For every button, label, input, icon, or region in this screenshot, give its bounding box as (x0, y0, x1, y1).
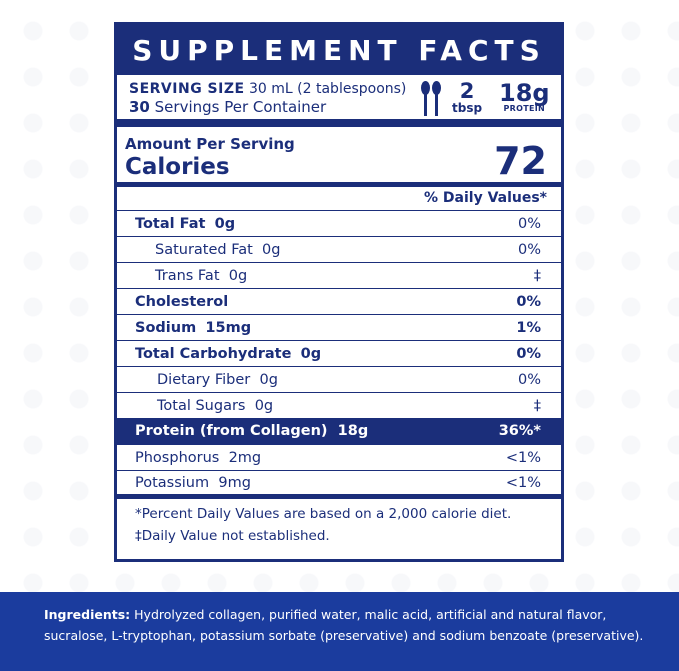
nutrient-amount: 18g (337, 423, 369, 439)
nutrient-name: Sodium (135, 319, 197, 336)
calories-label: Calories (125, 154, 230, 180)
protein-badge: 18g PROTEIN (499, 81, 550, 113)
nutrient-amount: 9mg (218, 474, 251, 491)
nutrient-row-total-fat: Total Fat 0g 0% (117, 211, 561, 237)
nutrient-amount: 0g (262, 241, 281, 258)
spoon-icon (421, 81, 441, 116)
footnotes: *Percent Daily Values are based on a 2,0… (117, 499, 561, 547)
nutrient-row-trans-fat: Trans Fat 0g ‡ (117, 263, 561, 289)
calories-value: 72 (494, 139, 547, 183)
nutrient-amount: 2mg (228, 449, 262, 466)
nutrient-name: Cholesterol (135, 293, 229, 310)
nutrient-name: Total Fat (135, 215, 206, 232)
nutrient-name: Dietary Fiber (157, 371, 251, 388)
nutrient-row-saturated-fat: Saturated Fat 0g 0% (117, 237, 561, 263)
nutrient-dv: 0% (517, 241, 541, 258)
nutrient-name: Total Sugars (157, 397, 246, 414)
ingredients-label: Ingredients: (44, 607, 131, 622)
nutrient-name: Potassium (135, 474, 210, 491)
nutrient-dv: 0% (517, 215, 541, 232)
nutrient-dv: ‡ (533, 397, 541, 414)
nutrient-row-potassium: Potassium 9mg <1% (117, 471, 561, 499)
nutrient-name: Saturated Fat (155, 241, 253, 258)
ingredients-text: Hydrolyzed collagen, purified water, mal… (44, 607, 644, 643)
nutrient-dv: <1% (505, 449, 541, 466)
serving-info: SERVING SIZE 30 mL (2 tablespoons) 30 Se… (117, 75, 561, 127)
servings-text: Servings Per Container (154, 98, 327, 116)
nutrient-dv: <1% (505, 474, 541, 491)
nutrient-amount: 0g (228, 267, 248, 284)
nutrient-amount: 0g (214, 215, 236, 232)
nutrient-name: Protein (from Collagen) (135, 423, 328, 439)
serving-size-label: SERVING SIZE (129, 81, 245, 97)
supplement-facts-panel: SUPPLEMENT FACTS SERVING SIZE 30 mL (2 t… (114, 22, 564, 562)
nutrient-dv: 0% (516, 345, 541, 362)
nutrient-amount: 0g (300, 345, 322, 362)
protein-badge-unit: PROTEIN (503, 104, 546, 113)
dv-footnote: *Percent Daily Values are based on a 2,0… (135, 506, 512, 522)
nutrient-amount: 0g (259, 371, 278, 388)
servings-count: 30 (129, 98, 150, 116)
nutrient-row-total-sugars: Total Sugars 0g ‡ (117, 393, 561, 419)
panel-title: SUPPLEMENT FACTS (117, 25, 561, 75)
nutrient-row-sodium: Sodium 15mg 1% (117, 315, 561, 341)
nutrient-dv: 0% (516, 293, 541, 310)
nutrient-dv: ‡ (533, 267, 541, 284)
ingredients-banner: Ingredients: Hydrolyzed collagen, purifi… (0, 592, 679, 671)
tbsp-unit: tbsp (452, 101, 483, 115)
nutrient-row-cholesterol: Cholesterol 0% (117, 289, 561, 315)
tbsp-badge: 2 tbsp (452, 79, 483, 115)
daily-values-header: % Daily Values* (117, 187, 561, 211)
nutrient-dv: 36%* (498, 423, 541, 439)
nutrient-row-protein: Protein (from Collagen) 18g 36%* (117, 419, 561, 445)
nutrient-row-phosphorus: Phosphorus 2mg <1% (117, 445, 561, 471)
protein-badge-value: 18g (499, 79, 550, 107)
nutrient-dv: 0% (517, 371, 541, 388)
nutrient-amount: 15mg (205, 319, 252, 336)
nutrient-dv: 1% (516, 319, 541, 336)
serving-size-value: 30 mL (2 tablespoons) (249, 81, 407, 97)
nutrient-row-total-carbohydrate: Total Carbohydrate 0g 0% (117, 341, 561, 367)
nutrient-amount: 0g (254, 397, 274, 414)
nutrient-row-dietary-fiber: Dietary Fiber 0g 0% (117, 367, 561, 393)
nutrient-name: Phosphorus (135, 449, 220, 466)
nutrient-name: Total Carbohydrate (135, 345, 292, 362)
tbsp-value: 2 (459, 79, 475, 103)
not-established-footnote: ‡Daily Value not established. (135, 528, 330, 544)
calories-section: Amount Per Serving Calories 72 (117, 127, 561, 187)
amount-per-serving-label: Amount Per Serving (125, 135, 295, 153)
nutrient-name: Trans Fat (155, 267, 220, 284)
